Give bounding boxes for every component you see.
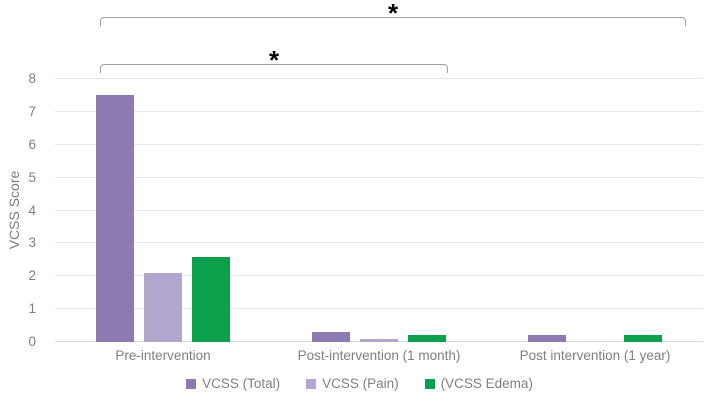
bar-series1-cat1 xyxy=(360,338,398,342)
bar-series0-cat1 xyxy=(312,332,350,342)
y-tick-label: 0 xyxy=(28,334,36,349)
significance-asterisk: * xyxy=(268,45,280,75)
legend-item-0: VCSS (Total) xyxy=(186,376,280,391)
bar-series2-cat0 xyxy=(192,256,230,342)
y-tick-label: 5 xyxy=(28,169,36,185)
legend-label: VCSS (Total) xyxy=(202,376,281,391)
legend-swatch-icon xyxy=(186,378,197,389)
significance-asterisk: * xyxy=(387,0,399,28)
y-tick-label: 2 xyxy=(28,268,36,284)
y-tick-label: 4 xyxy=(28,202,36,218)
y-axis-tick-labels: 0 1 2 3 4 5 6 7 8 xyxy=(0,71,44,349)
y-tick-label: 7 xyxy=(28,103,36,119)
gridline xyxy=(55,209,703,211)
gridline xyxy=(55,242,703,244)
plot-area xyxy=(55,78,703,342)
y-tick-label: 1 xyxy=(28,301,36,317)
gridline xyxy=(55,176,703,178)
legend-swatch-icon xyxy=(306,378,317,389)
significance-bracket-pre-vs-1year: * xyxy=(100,0,686,26)
legend-swatch-icon xyxy=(424,378,435,389)
y-tick-label: 6 xyxy=(28,136,36,152)
y-tick-label: 3 xyxy=(28,235,36,251)
legend-item-2: (VCSS Edema) xyxy=(424,376,533,391)
x-axis-category-labels: Pre-intervention Post-intervention (1 mon… xyxy=(55,348,703,366)
x-category-label: Post-intervention (1 month) xyxy=(297,348,461,363)
significance-bracket-pre-vs-1month: * xyxy=(100,47,448,73)
x-category-label: Post intervention (1 year) xyxy=(519,348,671,363)
gridline xyxy=(55,143,703,145)
bar-series2-cat1 xyxy=(408,335,446,342)
bar-series2-cat2 xyxy=(624,335,662,342)
x-category-label: Pre-intervention xyxy=(115,348,211,363)
gridline xyxy=(55,275,703,277)
legend-label: VCSS (Pain) xyxy=(322,376,399,391)
legend-item-1: VCSS (Pain) xyxy=(306,376,399,391)
gridline xyxy=(55,110,703,112)
legend: VCSS (Total) VCSS (Pain) (VCSS Edema) xyxy=(11,376,708,391)
gridline xyxy=(55,308,703,310)
y-tick-label: 8 xyxy=(28,71,36,86)
bar-series1-cat0 xyxy=(144,272,182,342)
legend-label: (VCSS Edema) xyxy=(440,376,533,391)
bar-series0-cat0 xyxy=(96,95,134,342)
bar-series0-cat2 xyxy=(528,335,566,342)
gridline xyxy=(55,78,703,79)
